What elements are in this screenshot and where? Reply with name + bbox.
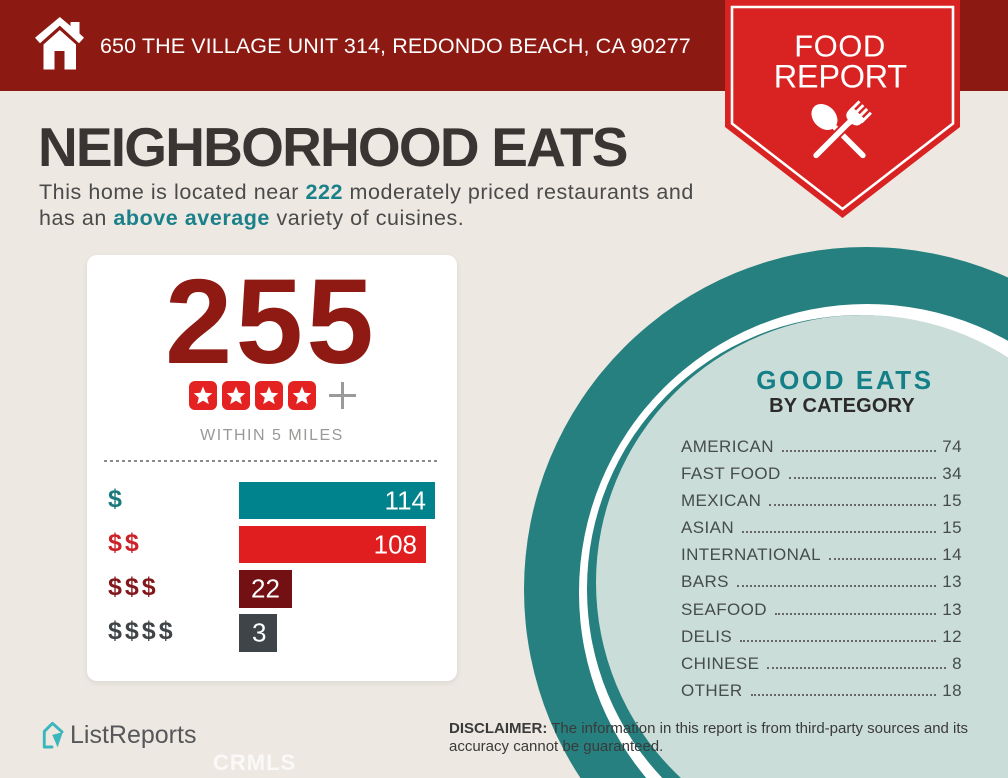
- svg-text:FOOD: FOOD: [794, 28, 886, 63]
- svg-text:REPORT: REPORT: [774, 59, 907, 95]
